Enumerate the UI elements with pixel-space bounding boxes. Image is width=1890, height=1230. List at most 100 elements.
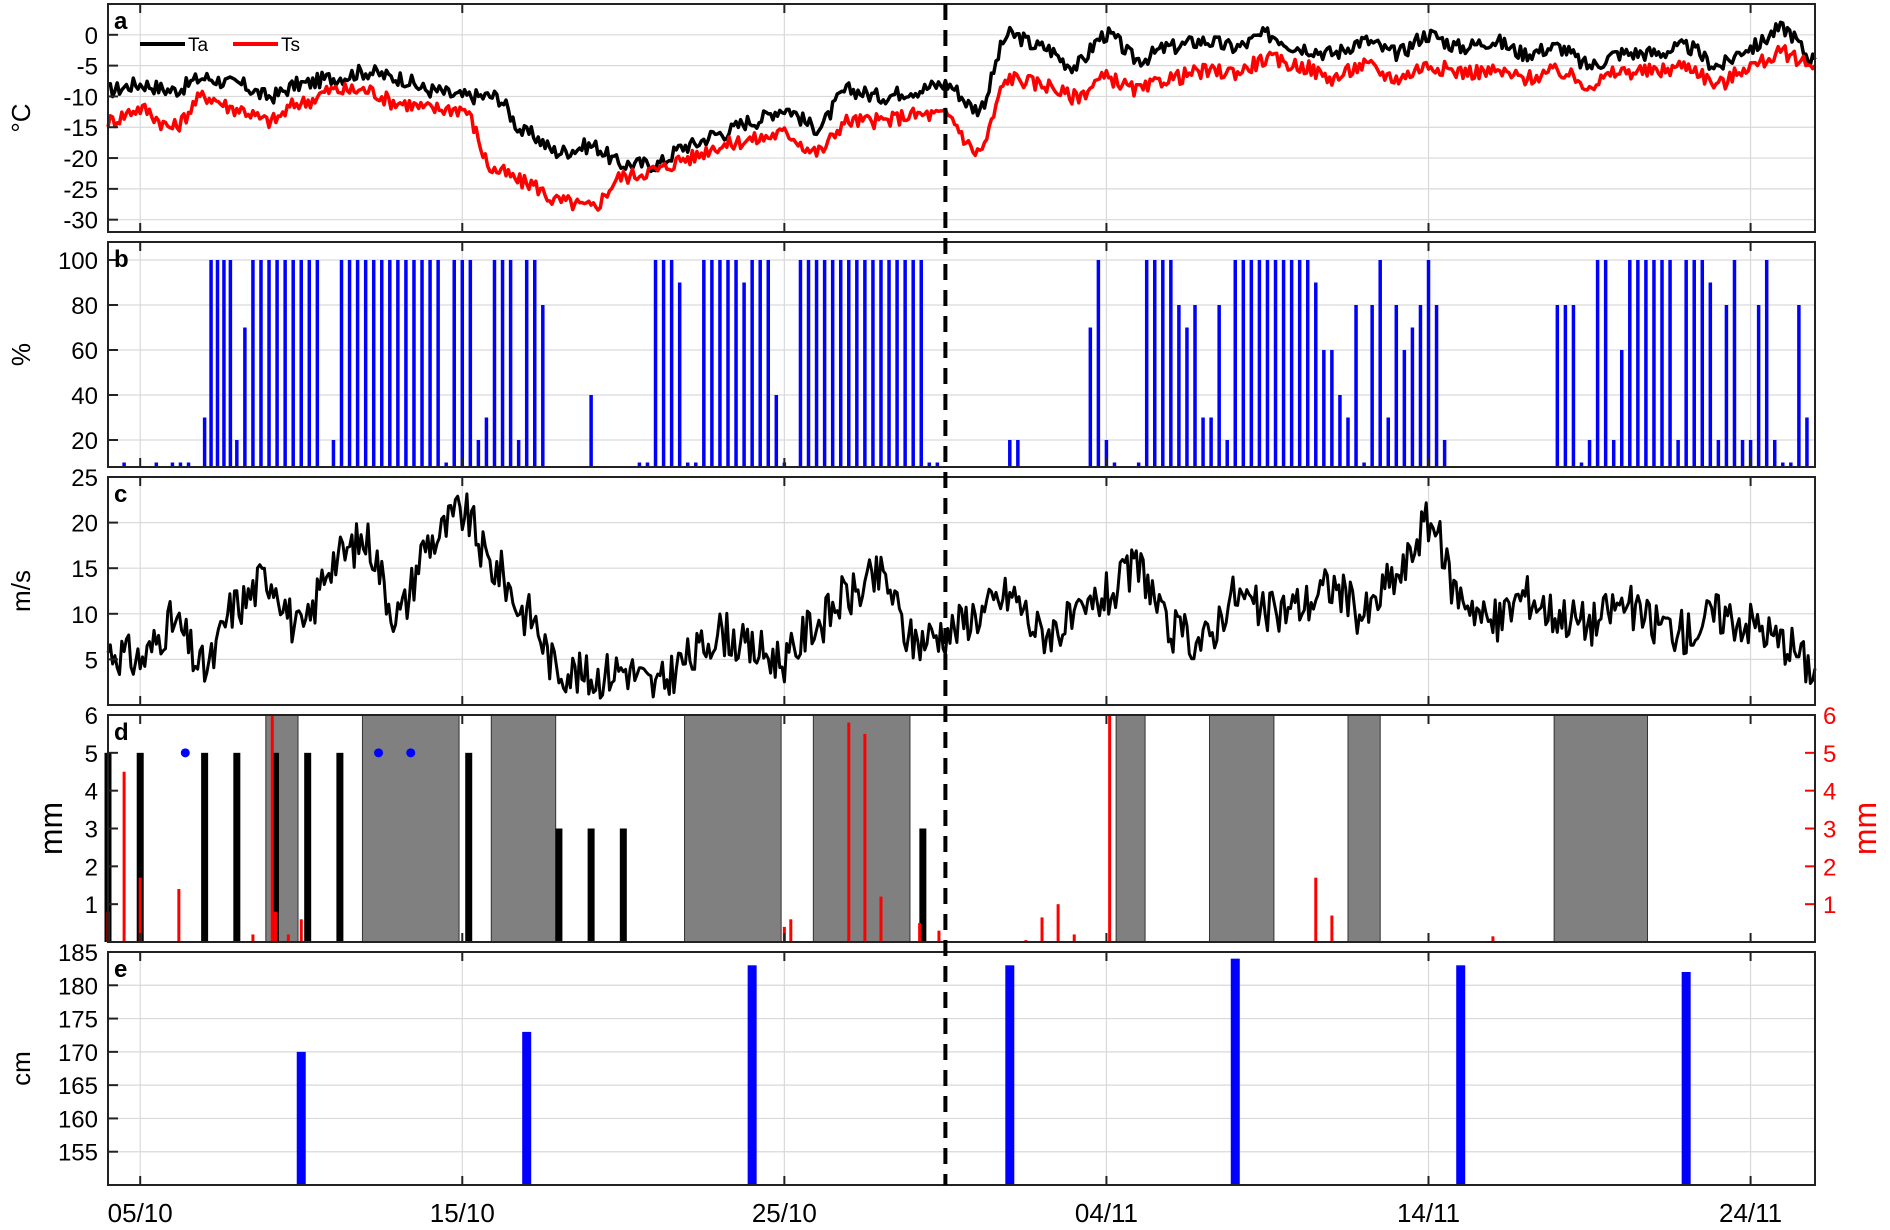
- bar: [726, 260, 730, 467]
- bar: [412, 260, 416, 467]
- bar: [758, 260, 762, 467]
- panel-frame: [107, 3, 1816, 233]
- bar: [1692, 260, 1696, 467]
- bar: [589, 395, 593, 467]
- bar: [1797, 305, 1801, 467]
- scatter-point: [180, 748, 190, 758]
- y-tick-label: 100: [58, 248, 98, 275]
- bar-left: [465, 752, 473, 942]
- bar-right: [789, 919, 793, 942]
- bar: [1016, 440, 1020, 467]
- panel-letter: e: [114, 956, 127, 983]
- bar: [653, 260, 658, 467]
- bar: [855, 260, 859, 467]
- bar: [1241, 260, 1246, 467]
- bar: [1716, 440, 1721, 467]
- y-tick-label: 20: [71, 428, 98, 455]
- panel-letter: b: [114, 246, 129, 273]
- bar-right: [1040, 917, 1044, 942]
- y-tick-label: 20: [71, 511, 98, 538]
- bar: [1708, 282, 1713, 467]
- bar-right: [863, 733, 867, 942]
- panel-frame: [107, 241, 1816, 468]
- bar: [1233, 260, 1238, 467]
- bar: [1354, 305, 1358, 467]
- y-tick-label: 15: [71, 556, 98, 583]
- bar: [420, 260, 424, 467]
- y-tick-label: -25: [63, 177, 98, 204]
- y2-tick-label: 3: [1823, 817, 1836, 844]
- legend: Ta Ts: [140, 35, 300, 56]
- bar-right: [918, 923, 922, 942]
- bar: [347, 260, 352, 467]
- bar-left: [304, 752, 312, 942]
- bar: [1136, 462, 1141, 467]
- bar: [404, 260, 408, 467]
- y-tick-label: -30: [63, 208, 98, 235]
- panel-letter: a: [114, 8, 128, 35]
- bar: [1764, 260, 1769, 467]
- series-line-Ta: [107, 20, 1817, 174]
- bar: [927, 462, 932, 467]
- bar: [1668, 260, 1672, 467]
- bar: [299, 260, 303, 467]
- bar: [895, 260, 899, 467]
- bar: [452, 260, 456, 467]
- bar: [1579, 462, 1584, 467]
- bar: [522, 1031, 532, 1185]
- bar: [903, 260, 907, 467]
- bar: [766, 260, 771, 467]
- bar: [170, 462, 175, 467]
- bar-right: [251, 934, 255, 942]
- bar: [847, 260, 851, 467]
- bar: [1297, 260, 1302, 467]
- bar: [871, 260, 875, 467]
- bar: [1418, 305, 1423, 467]
- bar: [460, 260, 465, 467]
- bar: [1217, 305, 1221, 467]
- bar: [1161, 260, 1165, 467]
- bar: [919, 260, 923, 467]
- bar: [1096, 260, 1101, 467]
- x-tick-label: 24/11: [1719, 1198, 1782, 1228]
- bar: [1338, 395, 1342, 467]
- panel-d: 1 2 3 4 5 6 mm 1 2 3 4 5 6 mm d: [33, 703, 1883, 943]
- bar: [669, 260, 674, 467]
- bar: [702, 260, 706, 467]
- bar-left: [201, 752, 209, 942]
- y-tick-label: -5: [77, 54, 98, 81]
- bar-left: [555, 828, 563, 942]
- bar: [710, 260, 714, 467]
- bar: [492, 260, 497, 467]
- bar: [1587, 440, 1592, 467]
- y-axis-label: °C: [6, 103, 36, 132]
- y-tick-label: 4: [85, 779, 98, 806]
- bar: [935, 462, 940, 467]
- bar: [222, 260, 226, 467]
- bar-right: [879, 896, 883, 942]
- panel-frame: [107, 476, 1816, 706]
- panel-letter: d: [114, 719, 129, 746]
- y-tick-label: 180: [58, 973, 98, 1000]
- bar: [228, 260, 233, 467]
- bar: [291, 260, 295, 467]
- y-tick-label: 155: [58, 1140, 98, 1167]
- bar: [1681, 971, 1691, 1185]
- bar: [1456, 965, 1466, 1185]
- bar: [1789, 462, 1793, 467]
- y2-axis-label: mm: [1847, 802, 1883, 855]
- bar-left: [919, 828, 927, 942]
- bar: [1620, 350, 1624, 467]
- bar-right: [138, 877, 142, 942]
- bar: [468, 260, 473, 467]
- y-tick-label: 3: [85, 817, 98, 844]
- panel-a: 0 -5 -10 -15 -20 -25 -30 °C a Ta Ts: [6, 3, 1817, 235]
- bar: [1652, 260, 1656, 467]
- y-tick-label: 25: [71, 465, 98, 492]
- bar: [806, 260, 811, 467]
- bar-right: [273, 911, 277, 942]
- bar: [1177, 305, 1181, 467]
- bar: [1571, 305, 1576, 467]
- bar: [380, 260, 384, 467]
